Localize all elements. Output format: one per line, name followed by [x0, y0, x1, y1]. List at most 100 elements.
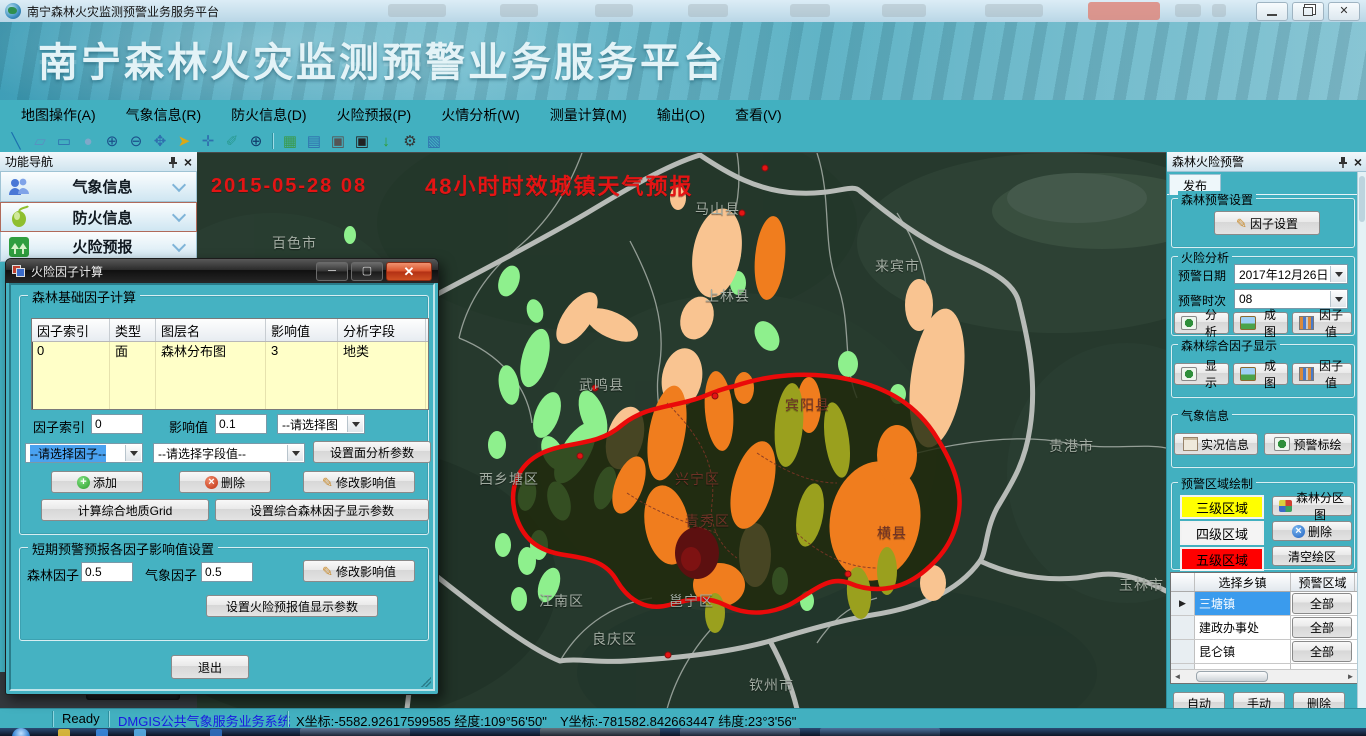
area-all-button[interactable]: 全部	[1292, 641, 1352, 662]
chevron-down-icon[interactable]	[287, 445, 303, 461]
set-fire-params-button[interactable]: 设置火险预报值显示参数	[206, 595, 378, 617]
close-button[interactable]: ✕	[1328, 2, 1360, 21]
minimize-button[interactable]	[1256, 2, 1288, 21]
toolbar-button[interactable]: ▤	[303, 131, 325, 151]
factor-table[interactable]: 因子索引 类型 图层名 影响值 分析字段 0 面森林分布图 3 地类	[31, 318, 429, 410]
delete-factor-button[interactable]: × 删除	[179, 471, 271, 493]
scroll-left-icon[interactable]: ◄	[1173, 672, 1182, 681]
menu-item[interactable]: 输出(O)	[656, 107, 705, 123]
toolbar-button[interactable]: ▧	[423, 131, 445, 151]
set-display-params-button[interactable]: 设置综合森林因子显示参数	[215, 499, 429, 521]
exit-button[interactable]: 退出	[171, 655, 249, 679]
nav-item-1[interactable]: 气象信息	[0, 172, 197, 202]
close-panel-icon[interactable]: ×	[1353, 153, 1362, 170]
nav-item-2[interactable]: 防火信息	[0, 202, 197, 232]
dialog-titlebar[interactable]: 火险因子计算 ─ ▢ ✕	[6, 259, 438, 283]
taskbar-app-button[interactable]	[820, 728, 940, 736]
analyze-button[interactable]: 分析	[1174, 308, 1229, 339]
pin-icon[interactable]	[168, 156, 178, 168]
chevron-down-icon[interactable]	[1330, 291, 1346, 307]
toolbar-button[interactable]: ⊕	[245, 131, 267, 151]
menu-item[interactable]: 查看(V)	[734, 107, 782, 123]
menu-item[interactable]: 气象信息(R)	[125, 107, 202, 123]
tab-publish[interactable]: 发布	[1169, 174, 1221, 195]
menu-item[interactable]: 火情分析(W)	[441, 107, 520, 123]
menu-item[interactable]: 地图操作(A)	[21, 107, 96, 123]
area-all-button[interactable]: 全部	[1292, 593, 1352, 614]
factor-value-button[interactable]: 因子值	[1292, 359, 1352, 390]
dialog-close-button[interactable]: ✕	[386, 261, 432, 281]
calc-grid-button[interactable]: 计算综合地质Grid	[41, 499, 209, 521]
resize-grip[interactable]	[421, 677, 431, 687]
toolbar-button[interactable]: ✐	[221, 131, 243, 151]
close-panel-icon[interactable]: ×	[183, 153, 192, 170]
layer-select-combo[interactable]: --请选择图	[277, 414, 365, 434]
toolbar-button[interactable]: ●	[77, 131, 99, 151]
live-info-button[interactable]: 实况信息	[1174, 433, 1258, 455]
toolbar-button[interactable]: ▣	[327, 131, 349, 151]
toolbar-button[interactable]: ✥	[149, 131, 171, 151]
toolbar-button[interactable]: ⊖	[125, 131, 147, 151]
toolbar-button[interactable]: ▦	[279, 131, 301, 151]
taskbar-app-button[interactable]	[680, 728, 800, 736]
chevron-down-icon[interactable]	[125, 445, 141, 461]
set-area-params-button[interactable]: 设置面分析参数	[313, 441, 431, 463]
factor-value-button[interactable]: 因子值	[1292, 308, 1352, 339]
menu-item[interactable]: 火险预报(P)	[336, 107, 412, 123]
factor-index-field[interactable]	[91, 414, 143, 434]
table-row[interactable]: 建政办事处 全部	[1171, 616, 1357, 640]
toolbar-button[interactable]: ▱	[29, 131, 51, 151]
town-cell[interactable]: 昆仑镇	[1195, 640, 1291, 663]
table-row[interactable]: ▶ 三塘镇 全部	[1171, 592, 1357, 616]
menu-item[interactable]: 防火信息(D)	[231, 107, 307, 123]
toolbar-button[interactable]: ⚙	[399, 131, 421, 151]
taskbar-app-button[interactable]	[300, 728, 410, 736]
taskbar-icon[interactable]	[58, 729, 70, 736]
toolbar-button[interactable]: ▣	[351, 131, 373, 151]
scroll-right-icon[interactable]: ►	[1346, 672, 1355, 681]
factor-select-combo[interactable]: --请选择因子--	[25, 443, 143, 463]
town-cell[interactable]: 建政办事处	[1195, 616, 1291, 639]
taskbar-icon[interactable]	[210, 729, 222, 736]
field-select-combo[interactable]: --请选择字段值--	[153, 443, 305, 463]
weather-factor-field[interactable]	[201, 562, 253, 582]
clear-region-button[interactable]: 清空绘区	[1272, 546, 1352, 566]
scrollbar-thumb[interactable]	[1196, 671, 1268, 682]
toolbar-button[interactable]: ➤	[173, 131, 195, 151]
level5-region-box[interactable]: 五级区域	[1180, 547, 1264, 571]
warning-time-combo[interactable]: 08	[1234, 289, 1348, 309]
bottom-button[interactable]: 删除	[1293, 692, 1345, 708]
chevron-down-icon[interactable]	[1330, 266, 1346, 282]
dialog-minimize-button[interactable]: ─	[316, 261, 348, 281]
modify-impact-button-2[interactable]: ✎ 修改影响值	[303, 560, 415, 582]
level3-region-box[interactable]: 三级区域	[1180, 495, 1264, 519]
dialog-maximize-button[interactable]: ▢	[351, 261, 383, 281]
toolbar-button[interactable]: ↓	[375, 131, 397, 151]
nav-item-3[interactable]: 火险预报	[0, 232, 197, 262]
toolbar-button[interactable]: ✛	[197, 131, 219, 151]
display-button[interactable]: 显示	[1174, 359, 1229, 390]
taskbar-app-button[interactable]	[540, 728, 660, 736]
bottom-button[interactable]: 手动	[1233, 692, 1285, 708]
pin-icon[interactable]	[1338, 156, 1348, 168]
area-all-button[interactable]: 全部	[1292, 617, 1352, 638]
restore-button[interactable]	[1292, 2, 1324, 21]
factor-settings-button[interactable]: ✎ 因子设置	[1214, 211, 1320, 235]
plot-map-button[interactable]: 成图	[1233, 359, 1288, 390]
start-orb-icon[interactable]	[12, 728, 30, 736]
delete-region-button[interactable]: × 删除	[1272, 521, 1352, 541]
town-cell[interactable]: 三塘镇	[1195, 592, 1291, 615]
add-factor-button[interactable]: + 添加	[51, 471, 143, 493]
forest-zone-map-button[interactable]: 森林分区图	[1272, 491, 1352, 522]
level4-region-box[interactable]: 四级区域	[1180, 521, 1264, 545]
menu-item[interactable]: 测量计算(M)	[549, 107, 627, 123]
horizontal-scrollbar[interactable]: ◄ ►	[1171, 669, 1357, 683]
modify-impact-button[interactable]: ✎ 修改影响值	[303, 471, 415, 493]
taskbar-icon[interactable]	[134, 729, 146, 736]
chevron-down-icon[interactable]	[347, 416, 363, 432]
warning-date-combo[interactable]: 2017年12月26日	[1234, 264, 1348, 284]
scrollbar-thumb[interactable]	[1359, 176, 1365, 222]
bottom-button[interactable]: 自动	[1173, 692, 1225, 708]
toolbar-button[interactable]: ╲	[5, 131, 27, 151]
impact-field[interactable]	[215, 414, 267, 434]
